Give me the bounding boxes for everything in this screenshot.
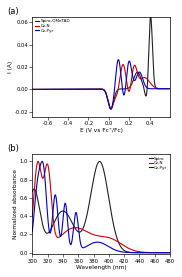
- Spiro-OMeTAD: [84, 88, 86, 91]
- Cz-Pyr: [177, 251, 179, 254]
- Cz-N: [55, 88, 57, 91]
- Cz-N: [122, 63, 124, 66]
- Cz-Pyr: [90, 88, 92, 91]
- Line: Spiro-OMeTAD: Spiro-OMeTAD: [32, 17, 170, 109]
- Spiro-OMeTAD: [150, 15, 152, 18]
- Cz-Pyr: [97, 240, 100, 244]
- Cz-N: [151, 84, 154, 87]
- Spiro: [177, 251, 179, 254]
- Spiro: [172, 251, 175, 254]
- Line: Cz-Pyr: Cz-Pyr: [32, 60, 170, 109]
- Cz-Pyr: [30, 240, 32, 244]
- Spiro-OMeTAD: [166, 87, 169, 90]
- Cz-N: [84, 88, 86, 91]
- Line: Cz-N: Cz-N: [31, 161, 178, 253]
- Cz-Pyr: [110, 107, 112, 111]
- Spiro-OMeTAD: [55, 88, 57, 91]
- Spiro: [101, 164, 103, 167]
- Spiro: [145, 251, 148, 254]
- Cz-Pyr: [166, 87, 169, 90]
- Cz-Pyr: [41, 160, 43, 163]
- Line: Spiro: Spiro: [31, 161, 178, 253]
- Cz-N: [172, 251, 175, 254]
- Spiro: [98, 160, 101, 163]
- Cz-Pyr: [55, 88, 57, 91]
- Spiro-OMeTAD: [90, 88, 92, 91]
- Cz-N: [31, 88, 33, 91]
- Spiro-OMeTAD: [31, 88, 33, 91]
- Spiro-OMeTAD: [47, 88, 49, 91]
- Cz-N: [37, 160, 39, 163]
- Y-axis label: I (A): I (A): [8, 61, 13, 73]
- Spiro-OMeTAD: [151, 47, 154, 51]
- Spiro: [30, 196, 32, 199]
- Spiro: [37, 201, 39, 204]
- Cz-Pyr: [31, 88, 33, 91]
- Legend: Spiro-OMeTAD, Cz-N, Cz-Pyr: Spiro-OMeTAD, Cz-N, Cz-Pyr: [34, 19, 70, 33]
- Cz-Pyr: [101, 242, 103, 245]
- X-axis label: E (V vs Fc⁺/Fc): E (V vs Fc⁺/Fc): [80, 128, 123, 133]
- Cz-Pyr: [84, 88, 86, 91]
- Legend: Spiro, Cz-N, Cz-Pyr: Spiro, Cz-N, Cz-Pyr: [148, 156, 168, 170]
- Y-axis label: Normalized absorbance: Normalized absorbance: [13, 169, 18, 239]
- Cz-Pyr: [145, 251, 148, 254]
- Cz-N: [172, 251, 175, 254]
- Spiro-OMeTAD: [169, 87, 171, 90]
- Cz-Pyr: [47, 88, 49, 91]
- Spiro: [172, 251, 175, 254]
- Cz-N: [169, 87, 171, 90]
- X-axis label: Wavelength (nm): Wavelength (nm): [76, 265, 126, 270]
- Line: Cz-N: Cz-N: [32, 65, 170, 109]
- Cz-N: [90, 88, 92, 91]
- Cz-N: [166, 87, 169, 90]
- Line: Cz-Pyr: Cz-Pyr: [31, 161, 178, 253]
- Cz-N: [37, 160, 39, 163]
- Spiro-OMeTAD: [110, 107, 112, 111]
- Cz-N: [101, 235, 103, 238]
- Cz-N: [47, 88, 49, 91]
- Cz-N: [30, 230, 32, 234]
- Cz-Pyr: [172, 251, 175, 254]
- Spiro: [97, 161, 99, 164]
- Cz-Pyr: [172, 251, 175, 254]
- Cz-Pyr: [117, 58, 119, 61]
- Cz-N: [110, 107, 112, 111]
- Cz-N: [145, 251, 148, 254]
- Text: (b): (b): [8, 144, 19, 153]
- Cz-N: [177, 251, 179, 254]
- Cz-Pyr: [37, 173, 39, 176]
- Cz-N: [97, 234, 100, 237]
- Cz-Pyr: [151, 87, 154, 90]
- Text: (a): (a): [8, 7, 19, 16]
- Cz-Pyr: [169, 87, 171, 90]
